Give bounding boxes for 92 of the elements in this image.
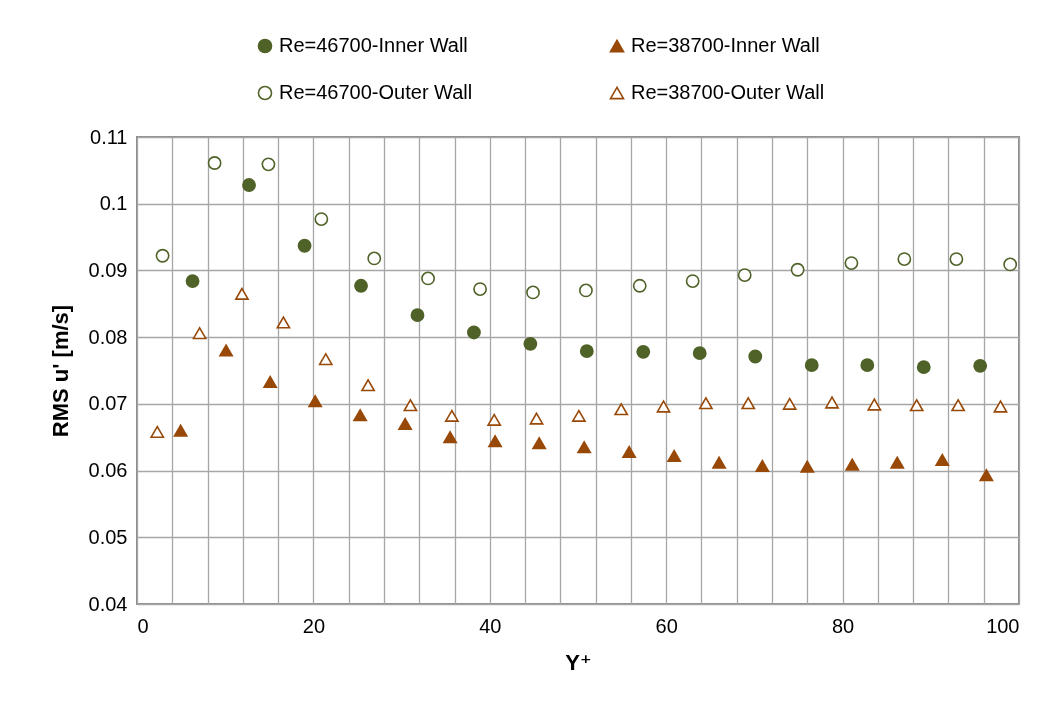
point bbox=[579, 283, 593, 298]
point bbox=[577, 441, 592, 454]
point bbox=[354, 278, 368, 293]
legend-label: Re=46700-Inner Wall bbox=[279, 34, 468, 56]
point bbox=[532, 437, 547, 450]
point bbox=[523, 336, 538, 351]
point bbox=[526, 285, 540, 300]
point bbox=[297, 238, 312, 253]
point bbox=[487, 413, 502, 426]
point bbox=[897, 252, 912, 266]
point bbox=[973, 358, 988, 373]
point bbox=[488, 435, 503, 448]
point bbox=[308, 395, 323, 408]
point bbox=[571, 409, 586, 422]
point bbox=[173, 424, 188, 437]
x-tick-label: 60 bbox=[655, 614, 678, 637]
x-axis-title: Y⁺ bbox=[565, 649, 592, 675]
point bbox=[403, 399, 418, 412]
point bbox=[1003, 257, 1018, 272]
y-tick-label: 0.04 bbox=[88, 592, 128, 615]
point bbox=[951, 399, 966, 412]
point bbox=[443, 431, 458, 444]
point bbox=[737, 268, 752, 283]
point bbox=[800, 460, 815, 473]
point bbox=[979, 469, 994, 482]
point bbox=[782, 397, 797, 410]
point bbox=[263, 375, 278, 388]
point bbox=[155, 248, 170, 263]
point bbox=[622, 445, 637, 458]
point bbox=[261, 157, 276, 172]
legend-label: Re=38700-Inner Wall bbox=[631, 34, 820, 56]
point bbox=[353, 409, 368, 422]
point bbox=[935, 453, 950, 466]
point bbox=[692, 346, 707, 361]
point bbox=[685, 274, 700, 289]
point bbox=[361, 379, 376, 392]
point bbox=[185, 274, 200, 289]
point bbox=[993, 400, 1008, 413]
legend-label: Re=46700-Outer Wall bbox=[279, 81, 473, 103]
point bbox=[242, 178, 256, 192]
y-tick-label: 0.08 bbox=[88, 325, 128, 348]
point bbox=[529, 412, 544, 425]
point bbox=[667, 449, 682, 462]
x-tick-label: 80 bbox=[831, 614, 855, 637]
point bbox=[614, 403, 629, 416]
point bbox=[748, 349, 763, 364]
point bbox=[890, 456, 905, 469]
point bbox=[755, 459, 770, 472]
legend-label: Re=38700-Outer Wall bbox=[631, 81, 825, 103]
point bbox=[207, 156, 222, 170]
y-tick-label: 0.06 bbox=[88, 459, 128, 482]
point bbox=[656, 400, 671, 413]
point bbox=[698, 397, 713, 410]
point bbox=[636, 344, 651, 359]
x-tick-label: 20 bbox=[302, 614, 326, 637]
point bbox=[844, 256, 859, 270]
y-axis-title: RMS u' [m/s] bbox=[47, 304, 73, 438]
point bbox=[410, 308, 425, 323]
point bbox=[741, 397, 756, 410]
x-tick-label: 100 bbox=[986, 614, 1020, 637]
x-tick-label: 0 bbox=[137, 614, 149, 637]
point bbox=[860, 358, 875, 373]
point bbox=[235, 287, 249, 300]
point bbox=[473, 282, 488, 297]
y-tick-label: 0.09 bbox=[88, 258, 128, 281]
point bbox=[790, 262, 805, 277]
point bbox=[909, 399, 924, 412]
point bbox=[276, 316, 291, 329]
point bbox=[579, 344, 594, 359]
point bbox=[314, 212, 329, 226]
point bbox=[916, 360, 931, 375]
x-tick-label: 40 bbox=[479, 614, 502, 637]
point bbox=[804, 358, 819, 373]
y-tick-label: 0.11 bbox=[90, 125, 128, 148]
point bbox=[367, 251, 382, 266]
point bbox=[949, 252, 964, 266]
point bbox=[150, 425, 165, 438]
point bbox=[318, 353, 333, 366]
y-tick-label: 0.1 bbox=[99, 192, 128, 215]
point bbox=[421, 271, 435, 286]
y-tick-label: 0.07 bbox=[88, 392, 128, 415]
point bbox=[444, 409, 459, 422]
point bbox=[632, 278, 647, 293]
point bbox=[712, 456, 727, 469]
point bbox=[845, 458, 860, 471]
point bbox=[867, 398, 882, 411]
point bbox=[192, 327, 207, 340]
point bbox=[467, 325, 481, 340]
point bbox=[219, 344, 234, 357]
point bbox=[825, 396, 839, 409]
y-tick-label: 0.05 bbox=[88, 525, 128, 548]
point bbox=[398, 417, 413, 430]
